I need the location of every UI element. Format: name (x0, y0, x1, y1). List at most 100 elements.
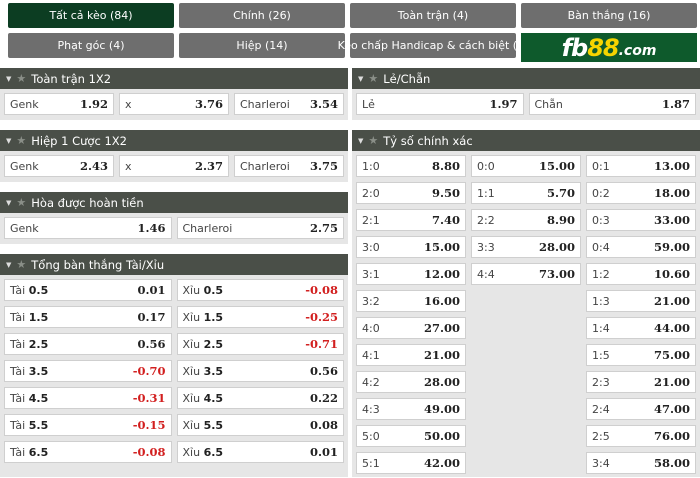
correct-score-cell[interactable]: 1:2 10.60 (586, 263, 696, 285)
correct-score-cell[interactable]: 4:4 73.00 (471, 263, 581, 285)
over-under-row: Tài 3.5 -0.70 Xỉu 3.5 0.56 (4, 360, 344, 382)
section-header[interactable]: ▼ ★ Hòa được hoàn tiền (0, 192, 348, 213)
section-header[interactable]: ▼ ★ Toàn trận 1X2 (0, 68, 348, 89)
correct-score-cell[interactable]: 2:2 8.90 (471, 209, 581, 231)
under-odd-cell[interactable]: Xỉu 0.5 -0.08 (176, 279, 344, 301)
odd-cell-charleroi[interactable]: Charleroi 3.75 (234, 155, 344, 177)
correct-score-cell[interactable]: 2:1 7.40 (356, 209, 466, 231)
star-icon[interactable]: ★ (16, 196, 27, 209)
goal-line: 4.5 (28, 391, 49, 405)
odd-value: 21.00 (653, 375, 690, 389)
over-odd-cell[interactable]: Tài 4.5 -0.31 (4, 387, 172, 409)
tab-goals[interactable]: Bàn thắng (16) (521, 3, 697, 28)
correct-score-cell[interactable]: 0:0 15.00 (471, 155, 581, 177)
correct-score-cell[interactable]: 2:4 47.00 (586, 398, 696, 420)
correct-score-cell[interactable]: 3:3 28.00 (471, 236, 581, 258)
correct-score-cell[interactable]: 0:1 13.00 (586, 155, 696, 177)
caret-down-icon[interactable]: ▼ (6, 198, 12, 207)
odd-value: 9.50 (431, 186, 460, 200)
under-odd-cell[interactable]: Xỉu 5.5 0.08 (176, 414, 344, 436)
under-odd-cell[interactable]: Xỉu 6.5 0.01 (176, 441, 344, 463)
correct-score-cell[interactable]: 4:2 28.00 (356, 371, 466, 393)
correct-score-cell[interactable]: 4:0 27.00 (356, 317, 466, 339)
odd-label: Genk (10, 221, 39, 235)
over-odd-cell[interactable]: Tài 2.5 0.56 (4, 333, 172, 355)
star-icon[interactable]: ★ (368, 72, 379, 85)
odd-value: 16.00 (423, 294, 460, 308)
under-prefix: Xỉu (182, 364, 201, 378)
correct-score-cell[interactable]: 0:2 18.00 (586, 182, 696, 204)
tab-all-markets[interactable]: Tất cả kèo (84) (8, 3, 174, 28)
score-label: 1:3 (592, 294, 610, 308)
caret-down-icon[interactable]: ▼ (6, 136, 12, 145)
under-odd-cell[interactable]: Xỉu 2.5 -0.71 (176, 333, 344, 355)
section-header[interactable]: ▼ ★ Tỷ số chính xác (352, 130, 700, 151)
star-icon[interactable]: ★ (368, 134, 379, 147)
tab-handicap[interactable]: Kèo chấp Handicap & cách biệt (3) (338, 33, 528, 58)
correct-score-cell[interactable]: 2:3 21.00 (586, 371, 696, 393)
odd-cell-draw[interactable]: x 3.76 (119, 93, 229, 115)
caret-down-icon[interactable]: ▼ (6, 74, 12, 83)
correct-score-cell[interactable]: 1:5 75.00 (586, 344, 696, 366)
caret-down-icon[interactable]: ▼ (358, 136, 364, 145)
score-label: 1:5 (592, 348, 610, 362)
odd-label: Chẵn (534, 97, 563, 111)
correct-score-cell[interactable]: 2:0 9.50 (356, 182, 466, 204)
tab-main[interactable]: Chính (26) (179, 3, 345, 28)
score-label: 4:2 (362, 375, 380, 389)
correct-score-cell[interactable]: 0:4 59.00 (586, 236, 696, 258)
over-odd-cell[interactable]: Tài 1.5 0.17 (4, 306, 172, 328)
score-label: 1:4 (592, 321, 610, 335)
star-icon[interactable]: ★ (16, 72, 27, 85)
odd-cell-genk[interactable]: Genk 1.92 (4, 93, 114, 115)
odd-cell-charleroi[interactable]: Charleroi 3.54 (234, 93, 344, 115)
odd-label: Xỉu 2.5 (183, 338, 224, 351)
goal-line: 2.5 (28, 337, 49, 351)
correct-score-cell[interactable]: 4:1 21.00 (356, 344, 466, 366)
odd-cell-draw[interactable]: x 2.37 (119, 155, 229, 177)
correct-score-cell[interactable]: 1:3 21.00 (586, 290, 696, 312)
correct-score-cell[interactable]: 2:5 76.00 (586, 425, 696, 447)
correct-score-cell[interactable]: 3:1 12.00 (356, 263, 466, 285)
under-odd-cell[interactable]: Xỉu 1.5 -0.25 (176, 306, 344, 328)
correct-score-cell[interactable]: 1:1 5.70 (471, 182, 581, 204)
correct-score-cell[interactable]: 3:4 58.00 (586, 452, 696, 474)
section-header[interactable]: ▼ ★ Hiệp 1 Cược 1X2 (0, 130, 348, 151)
under-odd-cell[interactable]: Xỉu 3.5 0.56 (176, 360, 344, 382)
odd-cell-even[interactable]: Chẵn 1.87 (528, 93, 696, 115)
odd-value: 10.60 (653, 267, 690, 281)
odd-label: Charleroi (182, 221, 233, 235)
tab-corners[interactable]: Phạt góc (4) (8, 33, 174, 58)
correct-score-cell[interactable]: 3:0 15.00 (356, 236, 466, 258)
odd-cell-genk[interactable]: Genk 2.43 (4, 155, 114, 177)
star-icon[interactable]: ★ (16, 258, 27, 271)
under-odd-cell[interactable]: Xỉu 4.5 0.22 (176, 387, 344, 409)
odd-value: -0.71 (305, 337, 338, 351)
tab-halves[interactable]: Hiệp (14) (179, 33, 345, 58)
odd-value: 3.75 (309, 159, 338, 173)
correct-score-cell[interactable]: 3:2 16.00 (356, 290, 466, 312)
caret-down-icon[interactable]: ▼ (6, 260, 12, 269)
section-title: Tỷ số chính xác (383, 133, 473, 148)
tab-full-match[interactable]: Toàn trận (4) (350, 3, 516, 28)
odd-cell-odd[interactable]: Lẻ 1.97 (356, 93, 524, 115)
score-label: 4:1 (362, 348, 380, 362)
over-odd-cell[interactable]: Tài 0.5 0.01 (4, 279, 172, 301)
section-header[interactable]: ▼ ★ Lẻ/Chẵn (352, 68, 700, 89)
odd-cell-charleroi[interactable]: Charleroi 2.75 (176, 217, 344, 239)
over-odd-cell[interactable]: Tài 5.5 -0.15 (4, 414, 172, 436)
over-odd-cell[interactable]: Tài 3.5 -0.70 (4, 360, 172, 382)
odd-cell-genk[interactable]: Genk 1.46 (4, 217, 172, 239)
over-under-row: Tài 2.5 0.56 Xỉu 2.5 -0.71 (4, 333, 344, 355)
correct-score-cell[interactable]: 0:3 33.00 (586, 209, 696, 231)
caret-down-icon[interactable]: ▼ (358, 74, 364, 83)
correct-score-cell[interactable]: 4:3 49.00 (356, 398, 466, 420)
section-header[interactable]: ▼ ★ Tổng bàn thắng Tài/Xỉu (0, 254, 348, 275)
correct-score-cell[interactable]: 5:0 50.00 (356, 425, 466, 447)
section-title: Toàn trận 1X2 (31, 71, 112, 86)
star-icon[interactable]: ★ (16, 134, 27, 147)
over-odd-cell[interactable]: Tài 6.5 -0.08 (4, 441, 172, 463)
correct-score-cell[interactable]: 1:4 44.00 (586, 317, 696, 339)
correct-score-cell[interactable]: 1:0 8.80 (356, 155, 466, 177)
correct-score-cell[interactable]: 5:1 42.00 (356, 452, 466, 474)
